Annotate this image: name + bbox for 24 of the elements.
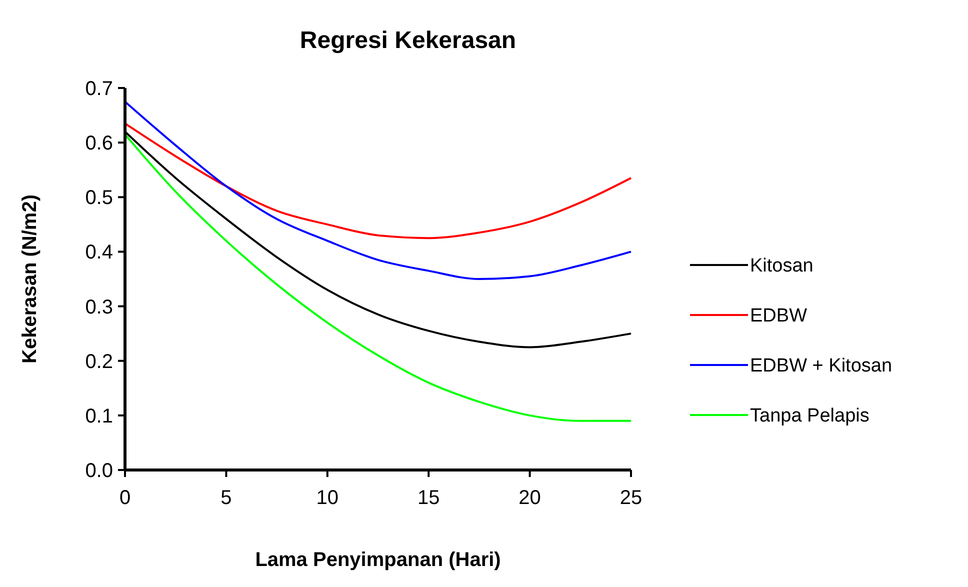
chart-title: Regresi Kekerasan — [300, 27, 516, 54]
x-tick-label: 15 — [417, 487, 440, 509]
y-tick-label: 0.4 — [85, 242, 113, 264]
y-tick-label: 0.2 — [85, 350, 113, 373]
x-tick-label: 5 — [220, 487, 232, 509]
line-series — [124, 133, 632, 422]
y-tick-label: 0.6 — [85, 132, 113, 155]
legend-label: Kitosan — [750, 256, 814, 277]
legend-label: EDBW — [750, 306, 808, 327]
y-tick-label: 0.3 — [85, 296, 113, 318]
y-tick-label: 0.0 — [85, 460, 113, 482]
y-tick-label: 0.5 — [85, 187, 113, 210]
y-tick-label: 0.7 — [85, 78, 113, 100]
y-axis-title: Kekerasan (N/m2) — [19, 194, 41, 364]
y-tick-label: 0.1 — [85, 405, 113, 428]
line-series — [124, 100, 632, 280]
x-tick-label: 10 — [316, 487, 339, 509]
legend-label: EDBW + Kitosan — [750, 356, 892, 377]
x-tick-label: 20 — [518, 487, 541, 509]
x-axis-title: Lama Penyimpanan (Hari) — [255, 549, 501, 571]
line-series — [124, 122, 632, 240]
legend-label: Tanpa Pelapis — [750, 406, 870, 427]
x-tick-label: 25 — [620, 487, 642, 509]
x-tick-label: 0 — [119, 487, 131, 509]
